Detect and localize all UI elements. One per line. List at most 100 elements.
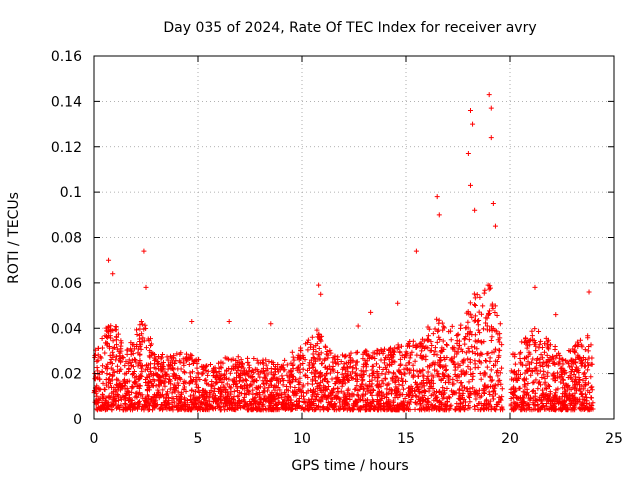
data-point	[473, 396, 479, 402]
data-point	[452, 390, 458, 396]
data-point	[197, 405, 203, 411]
data-point	[151, 371, 157, 377]
data-point	[382, 375, 388, 381]
data-point	[468, 391, 474, 397]
data-point	[271, 407, 277, 413]
data-point	[313, 349, 319, 355]
data-point	[482, 382, 488, 388]
data-point	[538, 338, 544, 344]
data-point	[466, 337, 472, 343]
data-point	[560, 385, 566, 391]
data-point	[444, 398, 450, 404]
data-point	[437, 363, 443, 369]
data-point	[195, 370, 201, 376]
data-point	[323, 375, 329, 381]
data-point	[337, 396, 343, 402]
data-point	[105, 361, 111, 367]
data-point	[314, 327, 320, 333]
data-point	[260, 378, 266, 384]
data-point	[196, 389, 202, 395]
data-point	[545, 393, 551, 399]
data-point	[451, 354, 457, 360]
data-point	[395, 395, 401, 401]
data-point	[153, 403, 159, 409]
data-point	[487, 373, 493, 379]
data-point	[508, 401, 514, 407]
data-point	[126, 392, 132, 398]
data-point	[453, 374, 459, 380]
x-tick-label: 25	[605, 431, 623, 447]
data-point	[349, 391, 355, 397]
data-point	[208, 362, 214, 368]
data-point	[328, 367, 334, 373]
data-point	[129, 372, 135, 378]
data-point	[280, 382, 286, 388]
data-point	[511, 384, 517, 390]
data-point	[128, 346, 134, 352]
data-point	[458, 346, 464, 352]
data-point	[436, 407, 442, 413]
data-point	[253, 391, 259, 397]
data-point	[491, 362, 497, 368]
data-point	[489, 349, 495, 355]
data-point	[174, 404, 180, 410]
data-point	[431, 389, 437, 395]
data-point	[110, 399, 116, 405]
data-point	[581, 397, 587, 403]
data-point	[350, 365, 356, 371]
data-point	[170, 366, 176, 372]
data-point	[462, 336, 468, 342]
data-point	[396, 382, 402, 388]
data-point	[575, 344, 581, 350]
data-point	[281, 406, 287, 412]
data-point	[426, 326, 432, 332]
data-point	[527, 337, 533, 343]
data-point	[509, 376, 515, 382]
data-point	[559, 356, 565, 362]
data-point	[298, 387, 304, 393]
data-point	[122, 401, 128, 407]
data-point	[560, 361, 566, 367]
data-point	[242, 399, 248, 405]
data-point	[540, 355, 546, 361]
data-point	[531, 341, 537, 347]
data-point	[425, 369, 431, 375]
data-point	[478, 350, 484, 356]
data-point	[452, 367, 458, 373]
data-point	[315, 374, 321, 380]
data-point	[301, 398, 307, 404]
data-point	[159, 392, 165, 398]
data-point	[485, 383, 491, 389]
data-point	[451, 362, 457, 368]
data-point	[113, 334, 119, 340]
data-point	[496, 347, 502, 353]
data-point	[424, 336, 430, 342]
data-point	[130, 371, 136, 377]
data-point	[570, 398, 576, 404]
data-point	[246, 368, 252, 374]
data-point	[345, 388, 351, 394]
data-point	[410, 373, 416, 379]
data-point	[435, 370, 441, 376]
data-point	[138, 406, 144, 412]
data-point	[287, 375, 293, 381]
data-point	[472, 406, 478, 412]
data-point	[307, 360, 313, 366]
data-point	[585, 388, 591, 394]
data-point	[499, 404, 505, 410]
data-point	[572, 404, 578, 410]
data-point	[160, 351, 166, 357]
data-point	[117, 355, 123, 361]
data-point	[485, 311, 491, 317]
data-point	[434, 394, 440, 400]
data-point	[565, 407, 571, 413]
data-point	[508, 386, 514, 392]
data-point	[303, 341, 309, 347]
data-point	[138, 346, 144, 352]
data-point	[572, 384, 578, 390]
data-point	[426, 399, 432, 405]
data-point	[203, 389, 209, 395]
data-point	[171, 382, 177, 388]
data-point	[360, 392, 366, 398]
data-point	[138, 372, 144, 378]
